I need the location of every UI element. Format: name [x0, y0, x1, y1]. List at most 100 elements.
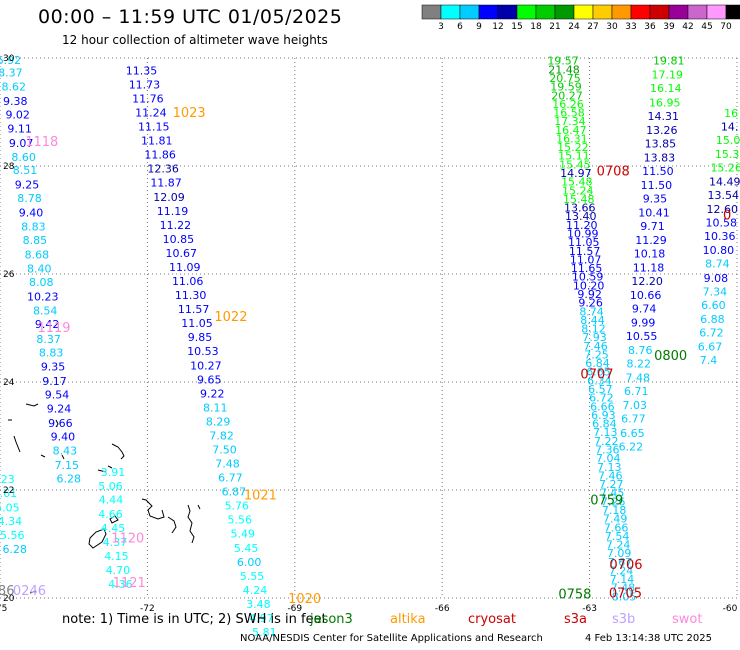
swh-label: 7.48: [215, 458, 240, 471]
swh-label: 7.03: [623, 399, 648, 412]
satellite-legend-s3a: s3a: [564, 612, 588, 627]
swh-label: 5.06: [98, 480, 123, 493]
colorbar-tick-label: 42: [682, 22, 693, 32]
footer-note-text: note: 1) Time is in UTC; 2) SWH is in fe…: [62, 612, 327, 627]
swh-label: 6.87: [222, 486, 247, 499]
swh-label: 10.85: [163, 233, 195, 246]
swh-label: 10.58: [706, 217, 738, 230]
swh-label: 15.48: [563, 193, 595, 206]
swh-label: 13.66: [564, 202, 596, 215]
colorbar-swatch: [649, 4, 670, 20]
y-tick-label: 24: [3, 378, 15, 388]
swh-label: 8.08: [29, 276, 54, 289]
generated-timestamp: 4 Feb 13:14:38 UTC 2025: [585, 633, 712, 644]
swh-label: 19.57: [547, 55, 579, 68]
swh-label: 6.71: [624, 385, 649, 398]
swh-label: 11.29: [635, 234, 667, 247]
swh-label: 16.14: [650, 82, 682, 95]
swh-label: 6.00: [237, 556, 262, 569]
swh-label: 7.09: [607, 547, 632, 560]
swh-label: 10.41: [638, 206, 670, 219]
swh-label: 9.07: [9, 137, 34, 150]
swh-label: 10.67: [166, 247, 198, 260]
swh-label: 10.80: [703, 244, 735, 257]
swh-label: 7.18: [602, 504, 627, 517]
time-label: 0707: [580, 367, 613, 382]
lat-lon-grid: [0, 57, 738, 599]
swh-label: 15.22: [557, 141, 589, 154]
x-tick-label: -63: [582, 604, 597, 614]
x-tick-label: -60: [723, 604, 738, 614]
swh-label: 6.28: [57, 473, 82, 486]
page-subtitle: 12 hour collection of altimeter wave hei…: [62, 33, 328, 47]
x-tick-label: -72: [140, 604, 155, 614]
swh-label: 10.36: [704, 230, 736, 243]
swh-label: 11.06: [172, 275, 204, 288]
swh-label: 19.59: [550, 81, 582, 94]
swh-label: 7.54: [605, 530, 630, 543]
swh-label: 12.60: [707, 203, 739, 216]
swh-label: 9.38: [3, 95, 28, 108]
swh-label: 9.92: [577, 288, 602, 301]
swh-label: 8.11: [203, 401, 228, 414]
swh-label: 16.95: [649, 96, 681, 109]
swh-label: 11.15: [138, 121, 170, 134]
swh-label: 9.40: [19, 206, 44, 219]
time-label: 1023: [173, 106, 206, 121]
colorbar-swatch: [611, 4, 632, 20]
swh-label: 3.48: [246, 598, 271, 611]
colorbar-tick-label: 70: [720, 22, 732, 32]
colorbar-swatch: [630, 4, 651, 20]
colorbar-swatch: [725, 4, 740, 20]
swh-label: 6.65: [586, 366, 611, 379]
swh-label: 16.31: [556, 132, 588, 145]
swh-label: 16.47: [555, 124, 587, 137]
swh-label: 8.44: [580, 314, 605, 327]
colorbar-swatch: [573, 4, 594, 20]
swh-label: 6.28: [2, 543, 27, 556]
colorbar-tick-label: 3: [438, 22, 444, 32]
swh-label: 6.77: [621, 413, 646, 426]
track-5: 19.8117.1916.1416.9514.3113.2613.8513.83…: [619, 55, 685, 454]
swh-label: 7.4: [700, 354, 718, 367]
swh-label: 8.51: [13, 164, 38, 177]
colorbar-swatch: [592, 4, 613, 20]
swh-label: 20.27: [551, 89, 583, 102]
time-label: 0705: [609, 587, 642, 602]
colorbar-swatch: [668, 4, 689, 20]
swh-label: 19.81: [653, 55, 685, 68]
swh-label: 4.44: [99, 494, 124, 507]
swh-label: 8.76: [628, 344, 653, 357]
swh-label: 7.26: [601, 495, 626, 508]
swh-label: 4.61: [0, 487, 17, 500]
swh-label: 10.27: [190, 359, 222, 372]
swh-label: 4.66: [98, 508, 123, 521]
colorbar-tick-label: 24: [568, 22, 580, 32]
swh-label: 9.35: [643, 192, 668, 205]
swh-label: 16.58: [553, 107, 585, 120]
time-label: 1118: [25, 135, 58, 150]
swh-label: 7.24: [606, 539, 631, 552]
satellite-legend-swot: swot: [672, 612, 703, 627]
swh-label: 8.22: [626, 358, 651, 371]
swh-label: 4.24: [243, 584, 268, 597]
colorbar-tick-label: 30: [606, 22, 618, 32]
time-label: 1121: [113, 576, 146, 591]
swh-label: 4.36: [108, 578, 133, 591]
swh-label: 5.05: [0, 501, 20, 514]
time-label: 1119: [37, 321, 70, 336]
swh-label: 7.15: [55, 459, 80, 472]
swh-label: 11.35: [126, 64, 158, 77]
swh-label: 6.84: [592, 418, 617, 431]
colorbar-swatch: [706, 4, 727, 20]
swh-label: 4.37: [103, 536, 128, 549]
swh-label: 9.24: [47, 402, 72, 415]
swh-label: 8.74: [705, 258, 730, 271]
swh-label: 5.45: [234, 542, 259, 555]
swh-label: 11.05: [568, 236, 600, 249]
swh-label: 8.83: [39, 346, 64, 359]
swh-label: 10.23: [27, 291, 59, 304]
swh-label: 7.93: [582, 331, 607, 344]
swh-label: 13.26: [646, 124, 678, 137]
